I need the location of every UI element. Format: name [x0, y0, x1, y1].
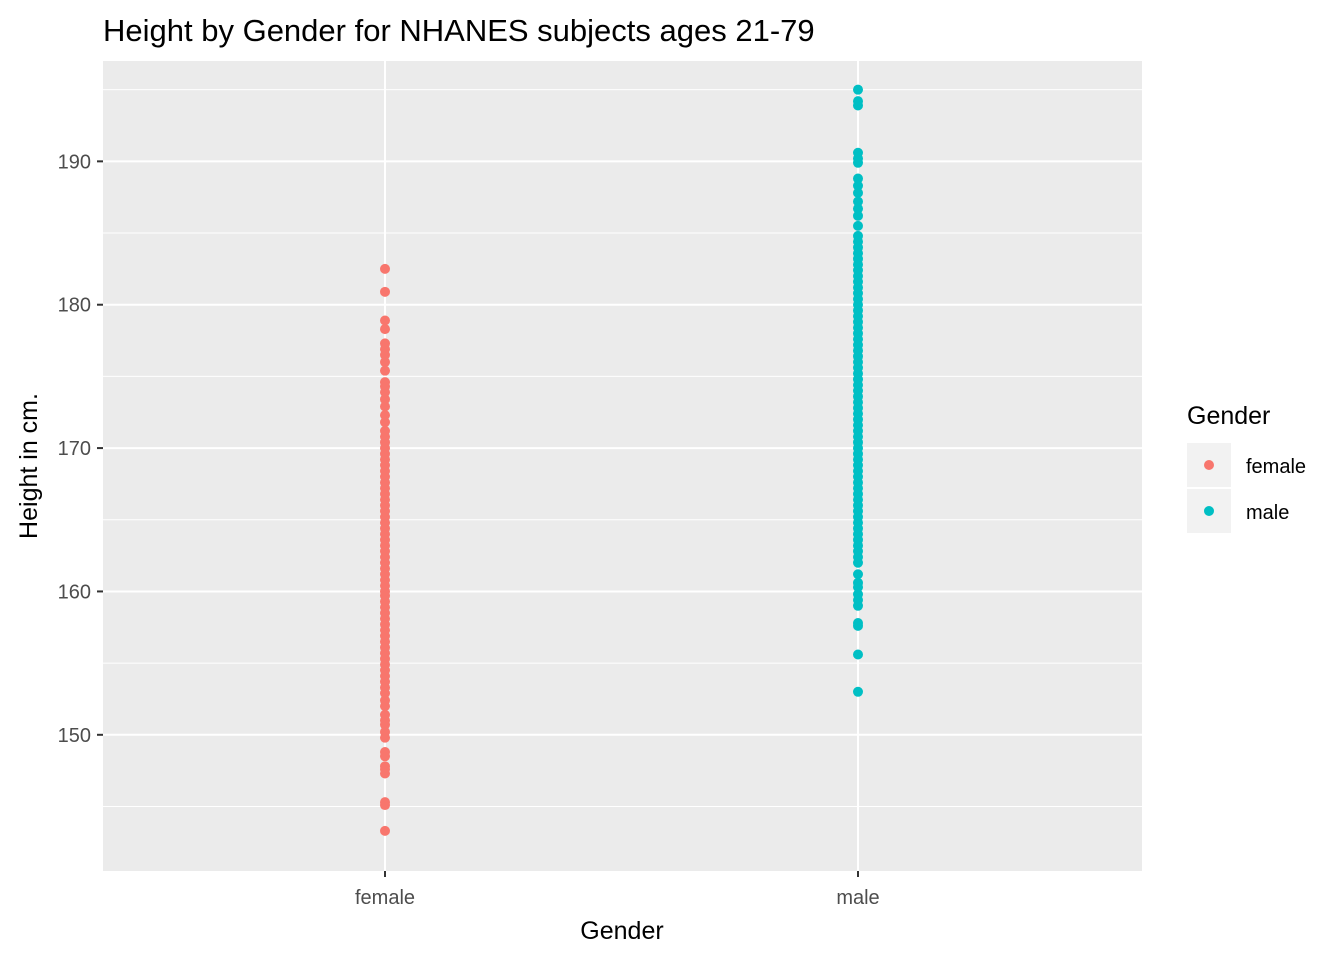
data-point-male — [853, 649, 863, 660]
chart-title: Height by Gender for NHANES subjects age… — [103, 13, 815, 48]
data-point-male — [853, 577, 863, 588]
y-axis: 150 160 170 180 190 — [58, 151, 103, 747]
legend-label-male: male — [1246, 502, 1289, 524]
data-point-female — [380, 797, 390, 808]
y-tick-label: 160 — [58, 581, 91, 603]
data-point-female — [380, 263, 390, 274]
data-point-female — [380, 357, 390, 368]
y-tick-label: 150 — [58, 725, 91, 747]
data-point-male — [853, 686, 863, 697]
data-point-male — [853, 187, 863, 198]
data-points — [380, 84, 863, 836]
minor-gridlines — [103, 89, 1142, 807]
data-point-male — [853, 230, 863, 241]
data-point-male — [853, 96, 863, 107]
data-point-female — [380, 377, 390, 388]
data-point-male — [853, 196, 863, 207]
legend-key-male — [1204, 506, 1214, 516]
legend-key-female — [1204, 460, 1214, 470]
data-point-female — [380, 401, 390, 412]
data-point-female — [380, 394, 390, 405]
data-point-female — [380, 338, 390, 349]
x-axis: female male — [355, 871, 880, 909]
data-point-female — [380, 825, 390, 836]
data-point-female — [380, 726, 390, 737]
y-tick-label: 190 — [58, 151, 91, 173]
data-point-female — [380, 695, 390, 706]
data-point-male — [853, 147, 863, 158]
data-point-male — [853, 84, 863, 95]
data-point-female — [380, 709, 390, 720]
data-point-female — [380, 761, 390, 772]
data-point-male — [853, 617, 863, 628]
y-axis-title: Height in cm. — [15, 393, 43, 539]
plot-panel — [103, 61, 1142, 871]
x-tick-label: female — [355, 887, 415, 909]
data-point-male — [853, 173, 863, 184]
data-point-male — [853, 180, 863, 191]
x-tick-label: male — [836, 887, 879, 909]
data-point-female — [380, 425, 390, 436]
data-point-male — [853, 220, 863, 231]
x-axis-title: Gender — [580, 917, 663, 945]
data-point-male — [853, 569, 863, 580]
legend: Gender female male — [1187, 402, 1306, 533]
y-tick-label: 170 — [58, 438, 91, 460]
data-point-female — [380, 747, 390, 758]
data-point-male — [853, 203, 863, 214]
data-point-male — [853, 589, 863, 600]
legend-title: Gender — [1187, 402, 1270, 430]
data-point-female — [380, 417, 390, 428]
data-point-female — [380, 410, 390, 421]
data-point-female — [380, 315, 390, 326]
data-point-male — [853, 210, 863, 221]
data-point-female — [380, 324, 390, 335]
y-tick-label: 180 — [58, 295, 91, 317]
legend-items: female male — [1187, 443, 1306, 533]
legend-label-female: female — [1246, 456, 1306, 478]
data-point-female — [380, 286, 390, 297]
data-point-female — [380, 365, 390, 376]
